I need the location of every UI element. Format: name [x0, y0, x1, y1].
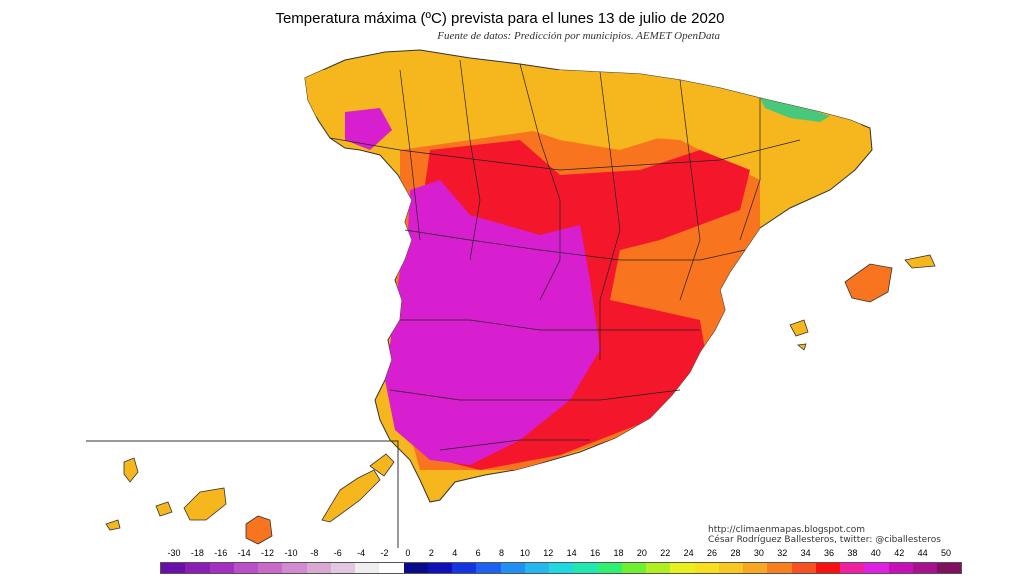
- legend-swatch: [476, 563, 501, 573]
- legend-tick-label: 30: [753, 548, 764, 558]
- legend-swatch: [694, 563, 719, 573]
- island-el-hierro: [105, 519, 121, 531]
- legend-tick-label: -4: [357, 548, 366, 558]
- canary-inset-frame: [86, 440, 399, 548]
- legend-swatch: [597, 563, 622, 573]
- legend-swatch: [864, 563, 889, 573]
- legend-tick-label: 28: [730, 548, 741, 558]
- zone-magenta-hottest: [385, 180, 600, 465]
- legend-swatch: [185, 563, 210, 573]
- map-subtitle: Fuente de datos: Predicción por municipi…: [437, 30, 720, 42]
- legend-swatch: [403, 563, 428, 573]
- island-formentera: [797, 343, 807, 351]
- island-menorca: [904, 254, 936, 269]
- legend-tick-label: -10: [284, 548, 298, 558]
- legend-tick-label: -6: [333, 548, 342, 558]
- legend-swatch: [937, 563, 962, 573]
- legend-tick-label: 20: [636, 548, 647, 558]
- island-gran-canaria: [245, 515, 273, 545]
- legend-tick-label: 40: [870, 548, 881, 558]
- legend-swatch: [815, 563, 840, 573]
- island-mallorca: [844, 263, 893, 303]
- zone-magenta-galicia: [345, 108, 392, 150]
- legend-swatch: [452, 563, 477, 573]
- legend-tick-label: 2: [428, 548, 434, 558]
- legend-swatch: [791, 563, 816, 573]
- legend-swatch: [718, 563, 743, 573]
- legend-tick-label: 26: [707, 548, 718, 558]
- legend-tick-label: 14: [566, 548, 577, 558]
- legend-tick-label: 32: [777, 548, 788, 558]
- legend-tick-label: 50: [940, 548, 951, 558]
- legend-tick-label: 36: [824, 548, 835, 558]
- legend-tick-label: 18: [613, 548, 624, 558]
- legend-swatch: [427, 563, 452, 573]
- legend-tick-label: 42: [894, 548, 905, 558]
- legend-tick-label: 12: [543, 548, 554, 558]
- color-legend: -30 -18 -16 -14 -12 -10 -8 -6 -4 -2 0 2 4 6 8 10 12 14 16 1…: [160, 548, 962, 576]
- legend-tick-label: -8: [310, 548, 319, 558]
- credit-author: César Rodríguez Ballesteros, twitter: @c…: [708, 535, 941, 545]
- legend-tick-label: 16: [590, 548, 601, 558]
- legend-tick-label: 0: [405, 548, 411, 558]
- island-tenerife: [183, 487, 227, 521]
- legend-swatches: [160, 562, 962, 574]
- legend-tick-label: 22: [660, 548, 671, 558]
- legend-swatch: [282, 563, 307, 573]
- legend-swatch: [258, 563, 283, 573]
- legend-swatch: [524, 563, 549, 573]
- legend-swatch: [767, 563, 792, 573]
- legend-swatch: [573, 563, 598, 573]
- legend-swatch: [306, 563, 331, 573]
- legend-tick-label: 44: [917, 548, 928, 558]
- legend-tick-label: 4: [452, 548, 458, 558]
- legend-swatch: [500, 563, 525, 573]
- legend-swatch: [549, 563, 574, 573]
- legend-tick-label: 34: [800, 548, 811, 558]
- legend-swatch: [330, 563, 355, 573]
- legend-tick-label: -16: [214, 548, 228, 558]
- legend-swatch: [888, 563, 913, 573]
- island-fuerteventura: [321, 469, 381, 523]
- legend-tick-label: -18: [190, 548, 204, 558]
- legend-swatch: [379, 563, 404, 573]
- legend-tick-label: 10: [519, 548, 530, 558]
- legend-swatch: [912, 563, 937, 573]
- legend-swatch: [355, 563, 380, 573]
- legend-tick-label: -30: [167, 548, 181, 558]
- credit-url: http://climaenmapas.blogspot.com: [708, 525, 866, 535]
- province-borders: [329, 59, 801, 451]
- legend-swatch: [209, 563, 234, 573]
- island-la-gomera: [155, 501, 173, 517]
- legend-swatch: [621, 563, 646, 573]
- legend-tick-label: -2: [380, 548, 389, 558]
- legend-swatch: [743, 563, 768, 573]
- island-la-palma: [123, 457, 139, 483]
- legend-tick-label: 8: [498, 548, 504, 558]
- legend-swatch: [161, 563, 186, 573]
- legend-swatch: [646, 563, 671, 573]
- legend-swatch: [233, 563, 258, 573]
- legend-tick-label: 6: [475, 548, 481, 558]
- island-lanzarote: [369, 453, 395, 477]
- legend-tick-label: 24: [683, 548, 694, 558]
- map-title: Temperatura máxima (ºC) prevista para el…: [275, 10, 725, 27]
- canary-islands: [105, 453, 395, 545]
- zone-green-coast: [760, 98, 830, 122]
- legend-tick-label: 38: [847, 548, 858, 558]
- temperature-zones: [305, 70, 872, 470]
- legend-tick-label: -14: [237, 548, 251, 558]
- legend-swatch: [670, 563, 695, 573]
- legend-swatch: [840, 563, 865, 573]
- island-ibiza: [789, 319, 809, 337]
- legend-tick-label: -12: [261, 548, 275, 558]
